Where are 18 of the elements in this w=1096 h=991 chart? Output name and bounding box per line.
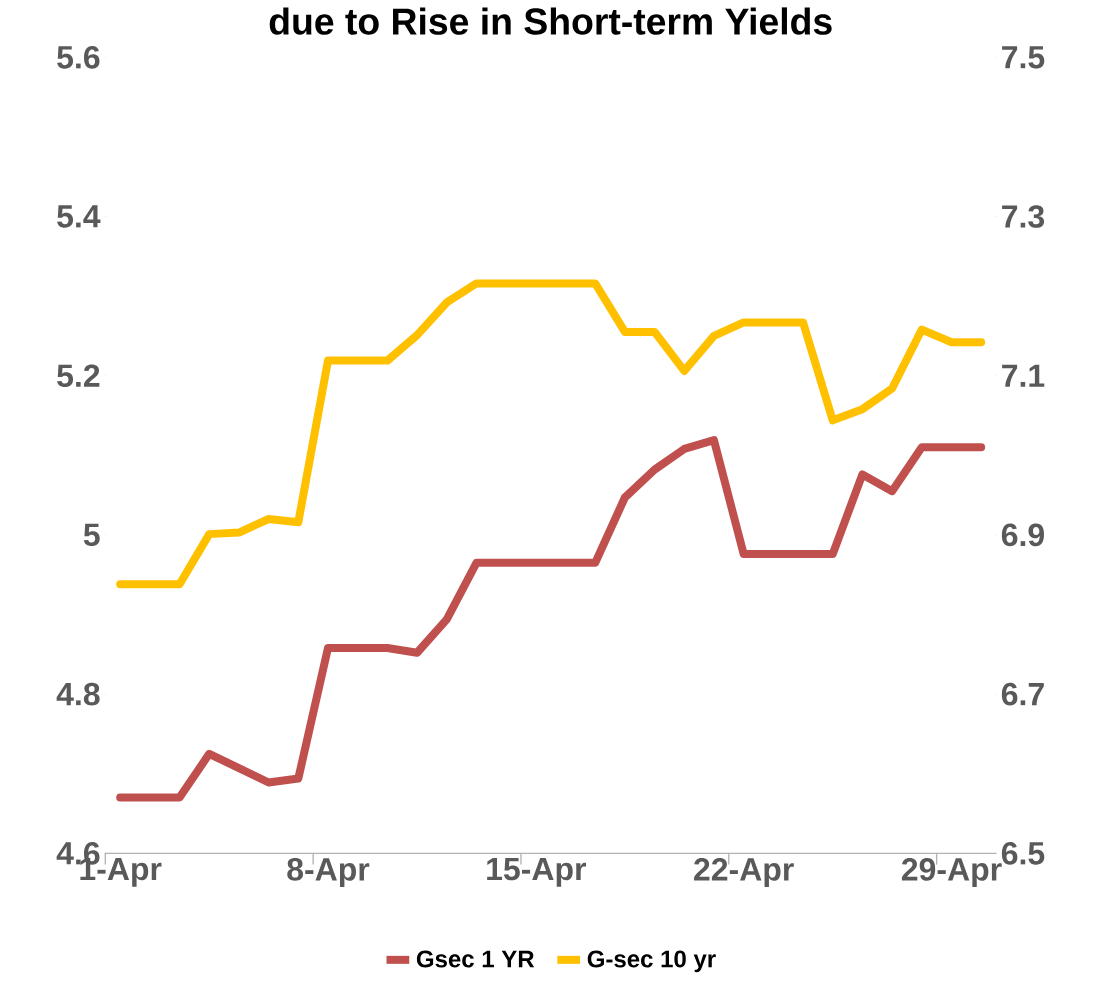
y2-tick-label: 7.5 (1002, 46, 1045, 69)
chart-title: due to Rise in Short-term Yields (269, 7, 832, 35)
y2-tick-label: 6.9 (1001, 523, 1045, 547)
x-tick-label: 15-Apr (487, 858, 586, 887)
legend-label: Gsec 1 YR (416, 950, 535, 968)
y2-tick-label: 6.5 (1001, 842, 1045, 865)
y-tick-label: 5.2 (57, 364, 100, 388)
x-tick-label: 22-Apr (694, 858, 794, 888)
legend-label: G-sec 10 yr (587, 950, 716, 973)
y2-tick-label: 6.7 (1001, 682, 1044, 706)
y2-tick-label: 7.1 (1002, 364, 1045, 387)
y-tick-label: 5.6 (57, 46, 100, 69)
x-tick-label: 29-Apr (901, 858, 1002, 888)
y-tick-label: 4.8 (56, 682, 100, 706)
y2-tick-label: 7.3 (1002, 205, 1045, 229)
y-tick-label: 5.4 (57, 205, 101, 228)
y-tick-label: 5 (83, 523, 100, 547)
x-tick-label: 8-Apr (287, 858, 370, 888)
